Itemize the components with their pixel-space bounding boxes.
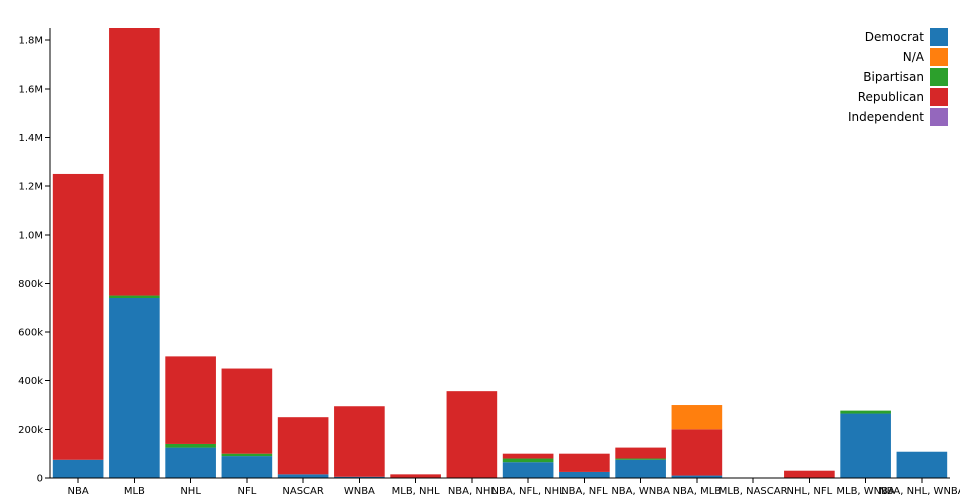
y-tick-label: 1.2M bbox=[18, 182, 43, 193]
legend-label: Independent bbox=[848, 110, 924, 124]
x-tick-label: NFL bbox=[237, 486, 256, 497]
bar-segment bbox=[109, 298, 160, 478]
y-tick-label: 1.0M bbox=[18, 230, 43, 241]
x-tick-label: MLB, NASCAR bbox=[719, 486, 788, 497]
legend-label: Republican bbox=[858, 90, 924, 104]
bar-segment bbox=[671, 429, 723, 476]
bar-segment bbox=[109, 28, 160, 296]
bar-segment bbox=[840, 413, 891, 478]
bar-segment bbox=[165, 356, 216, 444]
legend-swatch bbox=[930, 28, 948, 46]
legend-label: N/A bbox=[903, 50, 925, 64]
x-tick-label: NBA bbox=[68, 486, 89, 497]
x-tick-label: MLB bbox=[124, 486, 145, 497]
bar-segment bbox=[671, 475, 723, 478]
bar-segment bbox=[896, 451, 948, 478]
legend-swatch bbox=[930, 68, 948, 86]
bar-segment bbox=[390, 474, 441, 478]
bar-segment bbox=[446, 391, 498, 478]
legend: Democrat N/A Bipartisan Republican Independe… bbox=[848, 28, 948, 126]
x-tick-label: NBA, NHL bbox=[448, 486, 497, 497]
bar-segment bbox=[784, 470, 835, 478]
y-tick-label: 600k bbox=[18, 328, 43, 339]
bar-segment bbox=[165, 447, 216, 478]
legend-swatch bbox=[930, 108, 948, 126]
x-tick-label: NHL bbox=[180, 486, 201, 497]
bar-segment bbox=[221, 456, 273, 478]
bar-segment bbox=[334, 476, 385, 478]
y-tick-label: 1.4M bbox=[18, 133, 43, 144]
bar-segment bbox=[840, 410, 891, 414]
bar-segment bbox=[165, 443, 216, 448]
x-tick-label: NBA, WNBA bbox=[611, 486, 670, 497]
bar-segment bbox=[502, 453, 554, 459]
legend-swatch bbox=[930, 48, 948, 66]
bar-segment bbox=[671, 405, 723, 430]
bar-segment bbox=[559, 471, 610, 478]
y-tick-label: 1.6M bbox=[18, 84, 43, 95]
bar-segment bbox=[221, 368, 273, 454]
bars-layer bbox=[52, 28, 948, 478]
x-axis: NBA MLB NHL NFL NASCAR WNBA MLB, NHL NBA, NHLNB… bbox=[50, 477, 960, 497]
bar-segment bbox=[52, 459, 104, 478]
bar-segment bbox=[109, 295, 160, 298]
x-tick-label: WNBA bbox=[344, 486, 375, 497]
x-tick-label: NBA, NFL, NHL bbox=[491, 486, 565, 497]
x-tick-label: NBA, NFL bbox=[561, 486, 608, 497]
legend-label: Bipartisan bbox=[863, 70, 924, 84]
x-tick-label: NBA, MLB bbox=[673, 486, 722, 497]
y-tick-label: 800k bbox=[18, 279, 43, 290]
bar-segment bbox=[52, 173, 104, 460]
y-tick-label: 400k bbox=[18, 376, 43, 387]
bar-segment bbox=[221, 453, 273, 457]
bar-segment bbox=[334, 406, 385, 477]
y-axis: 0 200k 400k 600k 800k 1.0M 1.2M 1.4M 1.6M 1.8M bbox=[18, 28, 51, 485]
legend-swatch bbox=[930, 88, 948, 106]
y-tick-label: 0 bbox=[37, 474, 43, 485]
x-tick-label: MLB, WNBA bbox=[836, 486, 895, 497]
bar-segment bbox=[502, 462, 554, 478]
y-tick-label: 200k bbox=[18, 425, 43, 436]
x-tick-label: NHL, NFL bbox=[787, 486, 833, 497]
bar-segment bbox=[277, 474, 329, 478]
x-tick-label: MLB, NHL bbox=[392, 486, 440, 497]
bar-segment bbox=[615, 447, 666, 459]
bar-segment bbox=[615, 459, 666, 478]
bar-segment bbox=[559, 453, 610, 472]
legend-label: Democrat bbox=[865, 30, 925, 44]
bar-segment bbox=[502, 458, 554, 463]
x-tick-label: NASCAR bbox=[282, 486, 323, 497]
bar-segment bbox=[615, 458, 666, 460]
y-tick-label: 1.8M bbox=[18, 36, 43, 47]
x-tick-label: NBA, NHL, WNBA bbox=[879, 486, 960, 497]
bar-segment bbox=[277, 417, 329, 475]
